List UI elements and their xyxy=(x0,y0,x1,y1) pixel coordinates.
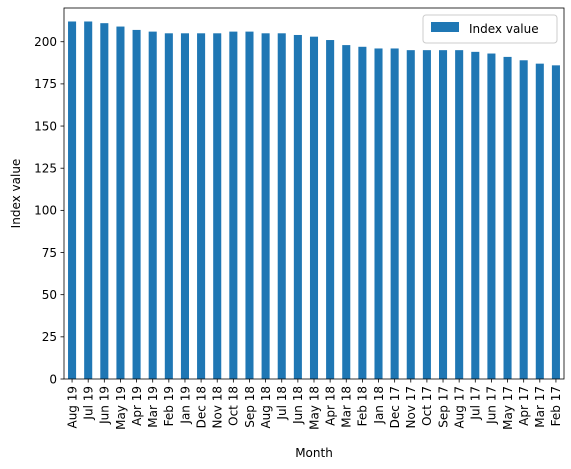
legend-label: Index value xyxy=(469,22,539,36)
x-tick-label: Mar 18 xyxy=(340,386,354,428)
x-tick-label: Oct 18 xyxy=(227,386,241,426)
x-tick-label: Jan 19 xyxy=(178,386,192,425)
x-tick-label: Apr 17 xyxy=(517,386,531,426)
bar xyxy=(358,46,367,379)
bar xyxy=(277,33,286,380)
x-tick-label: Oct 17 xyxy=(420,386,434,426)
bar xyxy=(309,36,319,380)
bar xyxy=(164,33,173,380)
x-tick-label: Dec 17 xyxy=(388,386,402,428)
y-axis-ticks: 0 25 50 75 100 125 150 175 200 xyxy=(34,35,64,386)
y-tick-label: 25 xyxy=(42,330,57,344)
bar xyxy=(180,33,189,380)
x-tick-label: Jan 18 xyxy=(372,386,386,425)
x-tick-label: Sep 18 xyxy=(243,386,257,428)
x-tick-label: Apr 19 xyxy=(130,386,144,426)
x-tick-label: May 19 xyxy=(114,386,128,430)
x-tick-label: May 18 xyxy=(307,386,321,430)
x-tick-label: Dec 18 xyxy=(194,386,208,428)
bar xyxy=(439,50,448,379)
x-tick-label: Sep 17 xyxy=(436,386,450,428)
bar xyxy=(342,45,351,379)
bar xyxy=(374,48,383,379)
y-tick-label: 75 xyxy=(42,246,57,260)
bar xyxy=(487,53,496,379)
x-tick-label: Feb 17 xyxy=(549,386,563,426)
x-tick-label: Apr 18 xyxy=(323,386,337,426)
y-tick-label: 150 xyxy=(34,119,57,133)
y-tick-label: 50 xyxy=(42,288,57,302)
x-tick-label: Jun 17 xyxy=(485,386,499,425)
y-axis-label: Index value xyxy=(9,159,23,229)
x-tick-label: Jun 19 xyxy=(98,386,112,425)
bar xyxy=(68,21,77,380)
y-tick-label: 100 xyxy=(34,204,57,218)
x-tick-label: Nov 17 xyxy=(404,386,418,429)
x-tick-label: Jul 19 xyxy=(81,386,95,421)
bar xyxy=(132,29,141,379)
legend-swatch xyxy=(431,22,459,32)
x-tick-label: Jul 18 xyxy=(275,386,289,421)
bar xyxy=(551,65,560,379)
bar xyxy=(245,31,254,380)
x-tick-label: Nov 18 xyxy=(211,386,225,429)
bar xyxy=(293,34,302,379)
x-tick-label: Feb 19 xyxy=(162,386,176,426)
bar xyxy=(390,48,399,379)
x-tick-label: Aug 18 xyxy=(259,386,273,429)
bar xyxy=(471,51,480,379)
x-tick-label: Aug 19 xyxy=(65,386,79,429)
bar xyxy=(197,33,206,380)
bar xyxy=(100,23,109,380)
bar xyxy=(84,21,93,380)
x-tick-label: Mar 19 xyxy=(146,386,160,428)
bar xyxy=(406,50,415,379)
bar xyxy=(229,31,238,380)
x-tick-label: Mar 17 xyxy=(533,386,547,428)
x-axis-label: Month xyxy=(295,446,333,460)
bar xyxy=(535,63,544,380)
x-axis-ticks: Aug 19 Jul 19 Jun 19 May 19 Apr 19 Mar 19 Feb … xyxy=(65,379,563,430)
x-tick-label: Jun 18 xyxy=(291,386,305,425)
y-tick-label: 175 xyxy=(34,77,57,91)
bar xyxy=(455,50,464,379)
bars xyxy=(68,21,560,380)
bar xyxy=(213,33,222,380)
bar xyxy=(326,40,335,379)
y-tick-label: 200 xyxy=(34,35,57,49)
y-tick-label: 0 xyxy=(49,372,57,386)
bar xyxy=(503,56,512,380)
bar xyxy=(261,33,270,380)
y-tick-label: 125 xyxy=(34,162,57,176)
bar xyxy=(519,60,528,379)
x-tick-label: May 17 xyxy=(501,386,515,430)
x-tick-label: Aug 17 xyxy=(452,386,466,429)
bar xyxy=(148,31,157,380)
x-tick-label: Jul 17 xyxy=(469,386,483,421)
legend: Index value xyxy=(422,14,558,44)
bar xyxy=(422,50,431,379)
bar xyxy=(116,26,125,380)
x-tick-label: Feb 18 xyxy=(356,386,370,426)
